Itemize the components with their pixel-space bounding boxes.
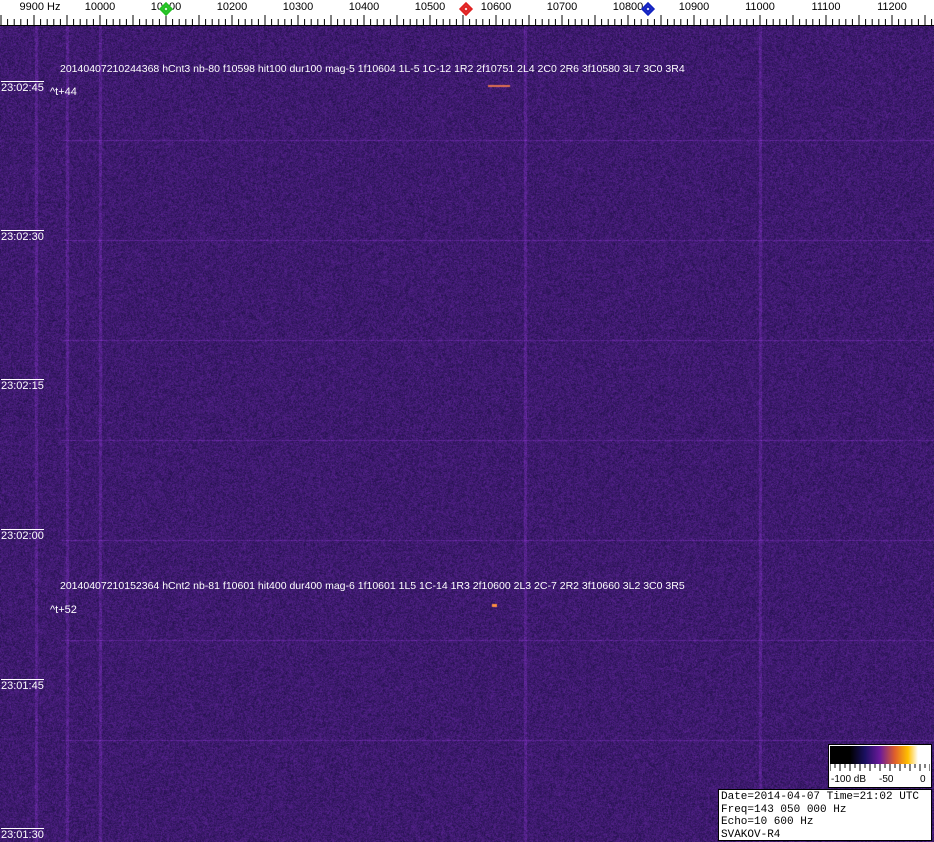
time-label: 23:02:30 [1,230,44,243]
freq-label: 10800 [613,1,644,13]
frequency-ticks [0,15,934,26]
spectrogram[interactable] [0,26,934,842]
detection-offset: ^t+44 [50,86,77,98]
freq-label: 11000 [745,1,775,13]
info-station: SVAKOV-R4 [721,829,929,842]
scale-label-min: -100 dB [831,774,866,785]
info-box: Date=2014-04-07 Time=21:02 UTC Freq=143 … [718,789,932,841]
red-marker[interactable] [459,2,473,16]
detection-text: 20140407210244368 hCnt3 nb-80 f10598 hit… [60,63,685,75]
detection-offset: ^t+52 [50,604,77,616]
time-label: 23:02:15 [1,379,44,392]
freq-label: 9900 Hz [20,1,61,13]
color-scale-gradient [830,746,930,764]
freq-label: 10700 [547,1,578,13]
color-scale-ticks [830,764,930,773]
freq-label: 11100 [812,1,841,13]
info-freq: Freq=143 050 000 Hz [721,804,929,817]
freq-label: 10500 [415,1,446,13]
freq-label: 10300 [283,1,314,13]
freq-label: 10000 [85,1,116,13]
time-label: 23:01:45 [1,679,44,692]
scale-label-max: 0 [920,774,926,785]
freq-label: 10200 [217,1,248,13]
time-label: 23:01:30 [1,828,44,841]
detection-text: 20140407210152364 hCnt2 nb-81 f10601 hit… [60,580,685,592]
color-scale: -100 dB -50 0 [828,744,932,788]
time-label: 23:02:45 [1,81,44,94]
info-echo: Echo=10 600 Hz [721,816,929,829]
freq-label: 10900 [679,1,710,13]
frequency-axis: 9900 Hz 10000 10100 10200 10300 10400 10… [0,0,934,26]
info-date: Date=2014-04-07 Time=21:02 UTC [721,791,929,804]
time-label: 23:02:00 [1,529,44,542]
scale-label-mid: -50 [879,774,893,785]
freq-label: 11200 [877,1,907,13]
freq-label: 10600 [481,1,512,13]
freq-label: 10400 [349,1,380,13]
